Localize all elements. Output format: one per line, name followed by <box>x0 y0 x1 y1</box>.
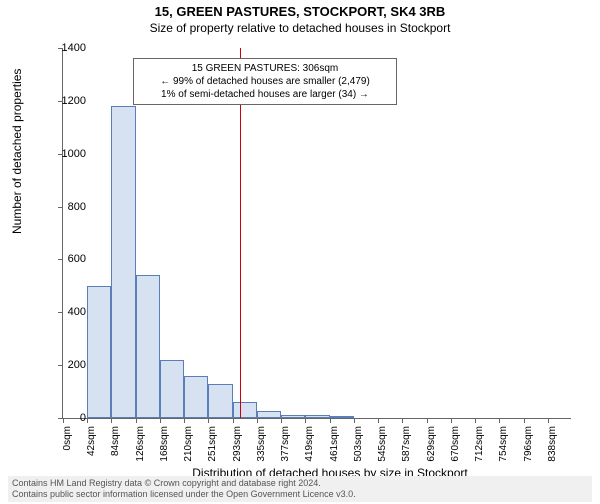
x-tick-mark <box>451 418 452 423</box>
x-tick-label: 419sqm <box>304 426 315 466</box>
x-tick-mark <box>184 418 185 423</box>
histogram-bar <box>305 415 329 418</box>
x-tick-mark <box>548 418 549 423</box>
x-tick-mark <box>87 418 88 423</box>
annotation-box: 15 GREEN PASTURES: 306sqm← 99% of detach… <box>133 58 397 105</box>
x-tick-mark <box>524 418 525 423</box>
y-tick-label: 200 <box>46 359 86 371</box>
x-tick-label: 42sqm <box>86 426 97 466</box>
x-tick-label: 461sqm <box>329 426 340 466</box>
y-tick-label: 400 <box>46 306 86 318</box>
chart-title-description: Size of property relative to detached ho… <box>0 21 600 35</box>
x-tick-mark <box>208 418 209 423</box>
x-tick-mark <box>160 418 161 423</box>
histogram-bar <box>136 275 160 418</box>
x-tick-mark <box>281 418 282 423</box>
x-tick-mark <box>427 418 428 423</box>
x-tick-mark <box>330 418 331 423</box>
y-tick-label: 600 <box>46 253 86 265</box>
y-tick-label: 1400 <box>46 42 86 54</box>
x-tick-mark <box>257 418 258 423</box>
x-tick-mark <box>378 418 379 423</box>
histogram-bar <box>111 106 135 418</box>
x-tick-mark <box>233 418 234 423</box>
histogram-bar <box>257 411 281 418</box>
annotation-line-2: ← 99% of detached houses are smaller (2,… <box>140 75 390 88</box>
annotation-line-1: 15 GREEN PASTURES: 306sqm <box>140 62 390 75</box>
y-tick-label: 800 <box>46 201 86 213</box>
footer-line-2: Contains public sector information licen… <box>12 489 588 500</box>
x-tick-label: 377sqm <box>280 426 291 466</box>
histogram-bar <box>160 360 184 418</box>
x-tick-label: 587sqm <box>401 426 412 466</box>
histogram-bar <box>281 415 305 418</box>
y-tick-label: 1200 <box>46 95 86 107</box>
x-tick-mark <box>111 418 112 423</box>
x-tick-label: 545sqm <box>377 426 388 466</box>
x-tick-label: 629sqm <box>426 426 437 466</box>
x-tick-mark <box>402 418 403 423</box>
x-tick-label: 0sqm <box>62 426 73 466</box>
histogram-bar <box>184 376 208 418</box>
histogram-bar <box>233 402 257 418</box>
x-tick-label: 838sqm <box>547 426 558 466</box>
chart-title-address: 15, GREEN PASTURES, STOCKPORT, SK4 3RB <box>0 4 600 19</box>
y-tick-label: 1000 <box>46 148 86 160</box>
x-tick-mark <box>136 418 137 423</box>
x-tick-label: 84sqm <box>110 426 121 466</box>
x-tick-label: 670sqm <box>450 426 461 466</box>
x-tick-label: 754sqm <box>498 426 509 466</box>
x-tick-mark <box>354 418 355 423</box>
x-tick-label: 168sqm <box>159 426 170 466</box>
x-tick-label: 335sqm <box>256 426 267 466</box>
x-tick-mark <box>475 418 476 423</box>
x-tick-label: 126sqm <box>135 426 146 466</box>
y-tick-label: 0 <box>46 412 86 424</box>
x-tick-label: 503sqm <box>353 426 364 466</box>
histogram-bar <box>87 286 111 418</box>
x-tick-mark <box>305 418 306 423</box>
x-tick-mark <box>499 418 500 423</box>
x-tick-label: 712sqm <box>474 426 485 466</box>
histogram-bar <box>208 384 232 418</box>
x-tick-label: 251sqm <box>207 426 218 466</box>
x-tick-label: 210sqm <box>183 426 194 466</box>
y-axis-label: Number of detached properties <box>10 69 24 234</box>
plot-area: 15 GREEN PASTURES: 306sqm← 99% of detach… <box>62 48 571 419</box>
annotation-line-3: 1% of semi-detached houses are larger (3… <box>140 88 390 101</box>
chart-area: 15 GREEN PASTURES: 306sqm← 99% of detach… <box>62 48 570 418</box>
x-tick-label: 293sqm <box>232 426 243 466</box>
histogram-bar <box>330 416 354 418</box>
footer-line-1: Contains HM Land Registry data © Crown c… <box>12 478 588 489</box>
footer-attribution: Contains HM Land Registry data © Crown c… <box>8 476 592 502</box>
x-tick-label: 796sqm <box>523 426 534 466</box>
